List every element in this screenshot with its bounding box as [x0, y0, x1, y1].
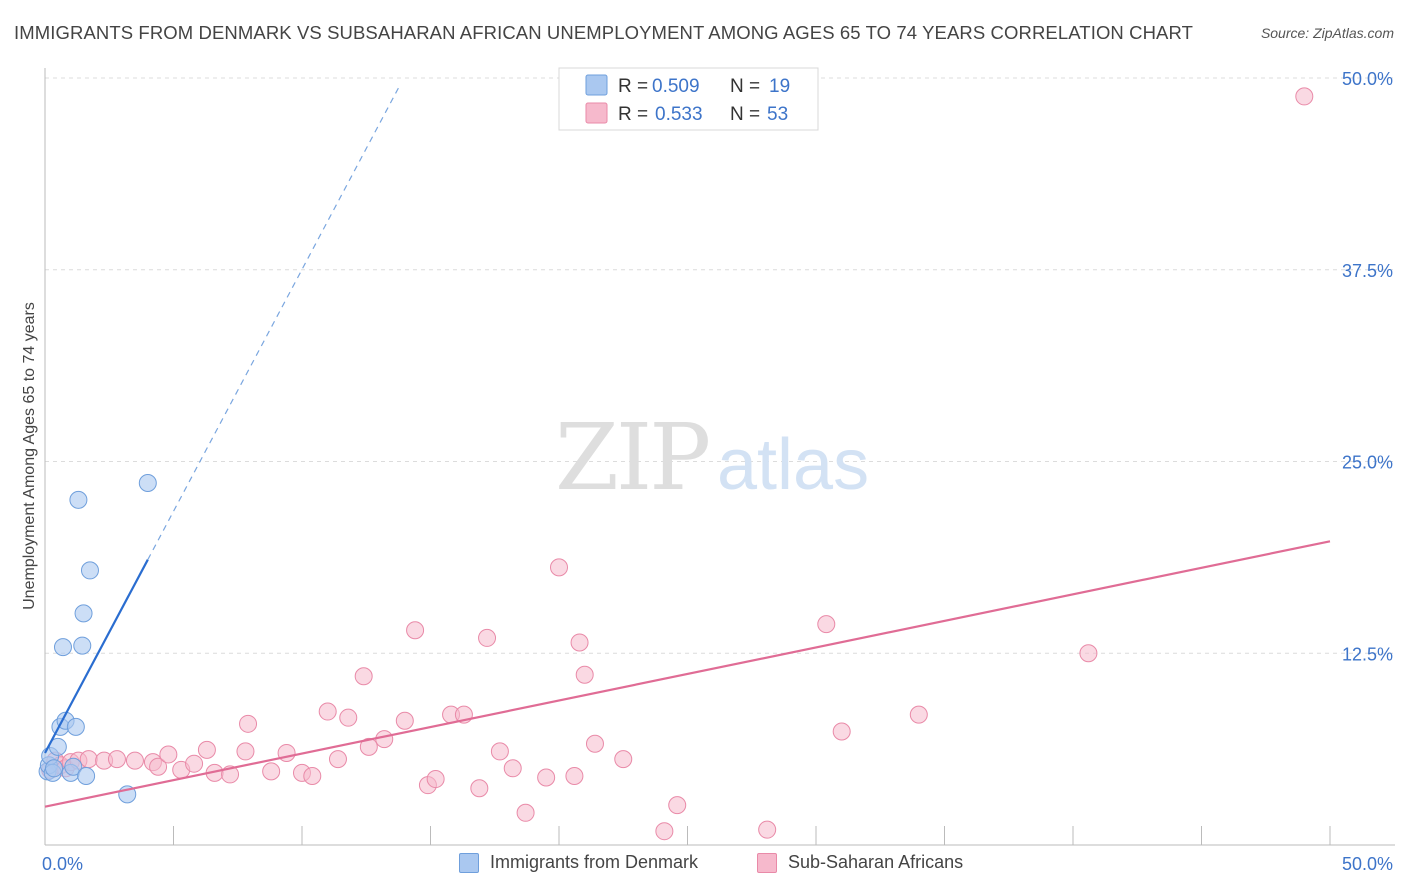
point-subsaharan-45 [575, 665, 594, 684]
legend-swatch-subsaharan [757, 852, 777, 873]
y-tick-label-2: 37.5% [1342, 261, 1393, 281]
point-subsaharan-25 [328, 750, 347, 769]
point-denmark-15 [77, 766, 96, 785]
series-immigrants-from-denmark [38, 473, 157, 804]
legend-label-denmark: Immigrants from Denmark [490, 852, 699, 872]
y-tick-label-3: 50.0% [1342, 69, 1393, 89]
legend-label-subsaharan: Sub-Saharan Africans [788, 852, 964, 872]
gridlines [45, 77, 1395, 654]
legend-stats: R = 0.509 N = 19 R = 0.533 N = 53 [558, 67, 819, 131]
point-subsaharan-36 [470, 779, 489, 798]
legend-n-label-pink: N = [730, 104, 760, 125]
point-subsaharan-44 [570, 633, 589, 652]
point-denmark-16 [80, 561, 99, 580]
legend-r-value-blue: 0.509 [652, 76, 700, 97]
point-subsaharan-43 [565, 766, 584, 785]
legend-r-label-blue: R = [618, 76, 648, 97]
point-denmark-14 [73, 636, 92, 655]
point-subsaharan-37 [478, 628, 497, 647]
trendlines [44, 85, 1331, 808]
point-subsaharan-9 [125, 751, 144, 770]
legend-n-value-pink: 53 [767, 104, 788, 125]
legend-stats-swatch-pink [585, 102, 608, 124]
point-denmark-10 [64, 757, 83, 776]
point-subsaharan-46 [585, 734, 604, 753]
legend-swatch-denmark [459, 852, 479, 873]
legend-series: Immigrants from Denmark Sub-Saharan Afri… [0, 852, 1406, 878]
point-subsaharan-40 [516, 803, 535, 822]
point-subsaharan-14 [185, 754, 204, 773]
point-subsaharan-39 [503, 759, 522, 778]
point-subsaharan-23 [303, 766, 322, 785]
point-subsaharan-12 [159, 745, 178, 764]
point-subsaharan-8 [107, 750, 126, 769]
point-subsaharan-51 [817, 615, 836, 634]
x-tick-label-1: 50.0% [1342, 854, 1393, 874]
point-denmark-11 [66, 717, 85, 736]
point-subsaharan-29 [375, 730, 394, 749]
legend-item-denmark: Immigrants from Denmark [459, 852, 698, 873]
point-subsaharan-18 [239, 714, 258, 733]
point-subsaharan-24 [318, 702, 337, 721]
trendline-denmark-dashed [147, 85, 401, 560]
point-subsaharan-15 [197, 740, 216, 759]
point-subsaharan-50 [758, 820, 777, 839]
point-denmark-4 [44, 759, 63, 778]
point-subsaharan-31 [406, 621, 425, 640]
point-subsaharan-20 [262, 762, 281, 781]
point-subsaharan-42 [550, 558, 568, 577]
legend-r-value-pink: 0.533 [655, 104, 703, 125]
point-subsaharan-41 [537, 768, 556, 787]
point-denmark-13 [74, 604, 93, 623]
point-subsaharan-52 [832, 722, 851, 741]
point-denmark-18 [138, 473, 157, 492]
point-subsaharan-33 [426, 770, 445, 789]
legend-n-value-blue: 19 [769, 76, 790, 97]
watermark-zip: ZIP [555, 404, 708, 511]
point-subsaharan-49 [668, 796, 687, 815]
point-subsaharan-6 [79, 750, 98, 769]
legend-r-label-pink: R = [618, 104, 648, 125]
legend-n-label-blue: N = [730, 76, 760, 97]
watermark: ZIP atlas [555, 404, 869, 511]
point-subsaharan-28 [359, 737, 378, 756]
watermark-atlas: atlas [717, 425, 869, 505]
point-subsaharan-27 [354, 667, 373, 686]
y-tick-label-0: 12.5% [1342, 644, 1393, 664]
x-tick-label-0: 0.0% [42, 854, 83, 874]
chart-title: IMMIGRANTS FROM DENMARK VS SUBSAHARAN AF… [14, 22, 1194, 43]
point-subsaharan-19 [236, 742, 255, 761]
legend-stats-swatch-blue [585, 74, 608, 96]
source-label: Source: ZipAtlas.com [1260, 25, 1394, 41]
trendline-denmark-solid [44, 559, 149, 754]
point-subsaharan-48 [655, 822, 674, 841]
point-subsaharan-54 [1079, 644, 1098, 663]
point-denmark-12 [69, 490, 88, 509]
x-tick-labels: 0.0% 50.0% [42, 854, 1393, 874]
point-subsaharan-55 [1295, 87, 1314, 106]
point-denmark-7 [53, 638, 72, 657]
y-tick-label-1: 25.0% [1342, 453, 1393, 473]
point-subsaharan-38 [490, 742, 509, 761]
point-subsaharan-47 [614, 750, 633, 769]
point-subsaharan-26 [339, 708, 358, 727]
point-subsaharan-53 [909, 705, 928, 724]
point-subsaharan-11 [149, 757, 168, 776]
point-subsaharan-30 [395, 711, 414, 730]
y-tick-labels: 12.5% 25.0% 37.5% 50.0% [1342, 69, 1393, 664]
legend-item-subsaharan: Sub-Saharan Africans [757, 852, 963, 873]
trendline-subsaharan [44, 540, 1331, 808]
axes [44, 68, 1395, 846]
